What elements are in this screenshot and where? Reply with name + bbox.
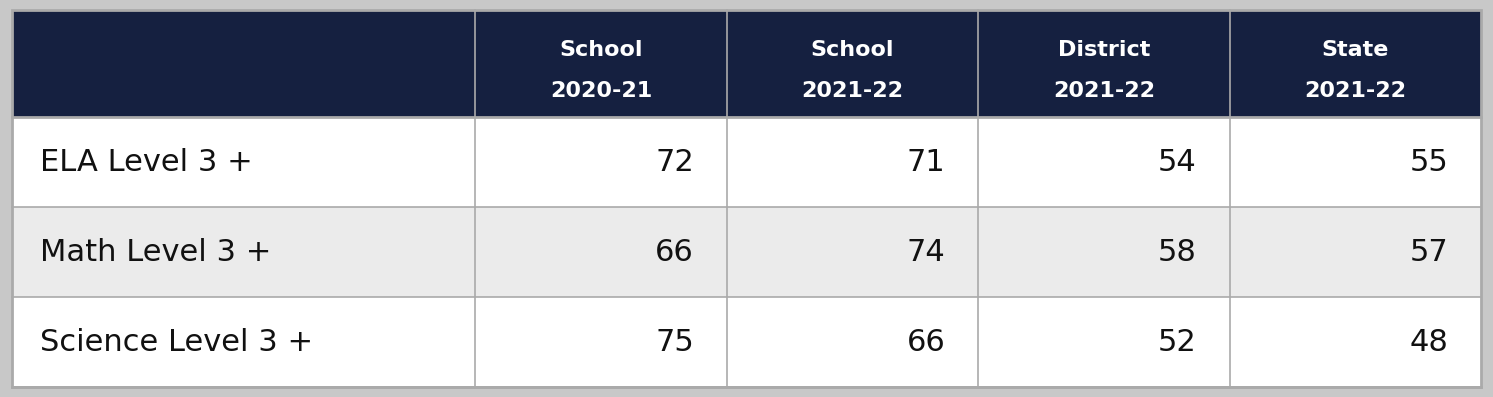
Bar	[12, 10, 1481, 118]
Text: 55: 55	[1409, 148, 1448, 177]
Text: 2020-21: 2020-21	[549, 81, 652, 100]
Bar	[12, 118, 1481, 207]
Text: 58: 58	[1159, 238, 1197, 267]
Text: 2021-22: 2021-22	[802, 81, 903, 100]
Text: State: State	[1321, 40, 1388, 60]
Text: 72: 72	[655, 148, 694, 177]
Text: Science Level 3 +: Science Level 3 +	[40, 328, 314, 357]
Text: 52: 52	[1159, 328, 1197, 357]
Text: Math Level 3 +: Math Level 3 +	[40, 238, 272, 267]
Text: 75: 75	[655, 328, 694, 357]
Text: 57: 57	[1409, 238, 1448, 267]
Text: 66: 66	[655, 238, 694, 267]
Bar	[12, 207, 1481, 297]
Text: 74: 74	[906, 238, 945, 267]
Text: 48: 48	[1409, 328, 1448, 357]
Bar	[12, 297, 1481, 387]
Text: 71: 71	[906, 148, 945, 177]
Text: 2021-22: 2021-22	[1305, 81, 1406, 100]
Text: District: District	[1057, 40, 1150, 60]
Text: ELA Level 3 +: ELA Level 3 +	[40, 148, 252, 177]
Text: 2021-22: 2021-22	[1053, 81, 1156, 100]
Text: 54: 54	[1159, 148, 1197, 177]
Text: School: School	[560, 40, 642, 60]
Text: School: School	[811, 40, 894, 60]
Text: 66: 66	[906, 328, 945, 357]
